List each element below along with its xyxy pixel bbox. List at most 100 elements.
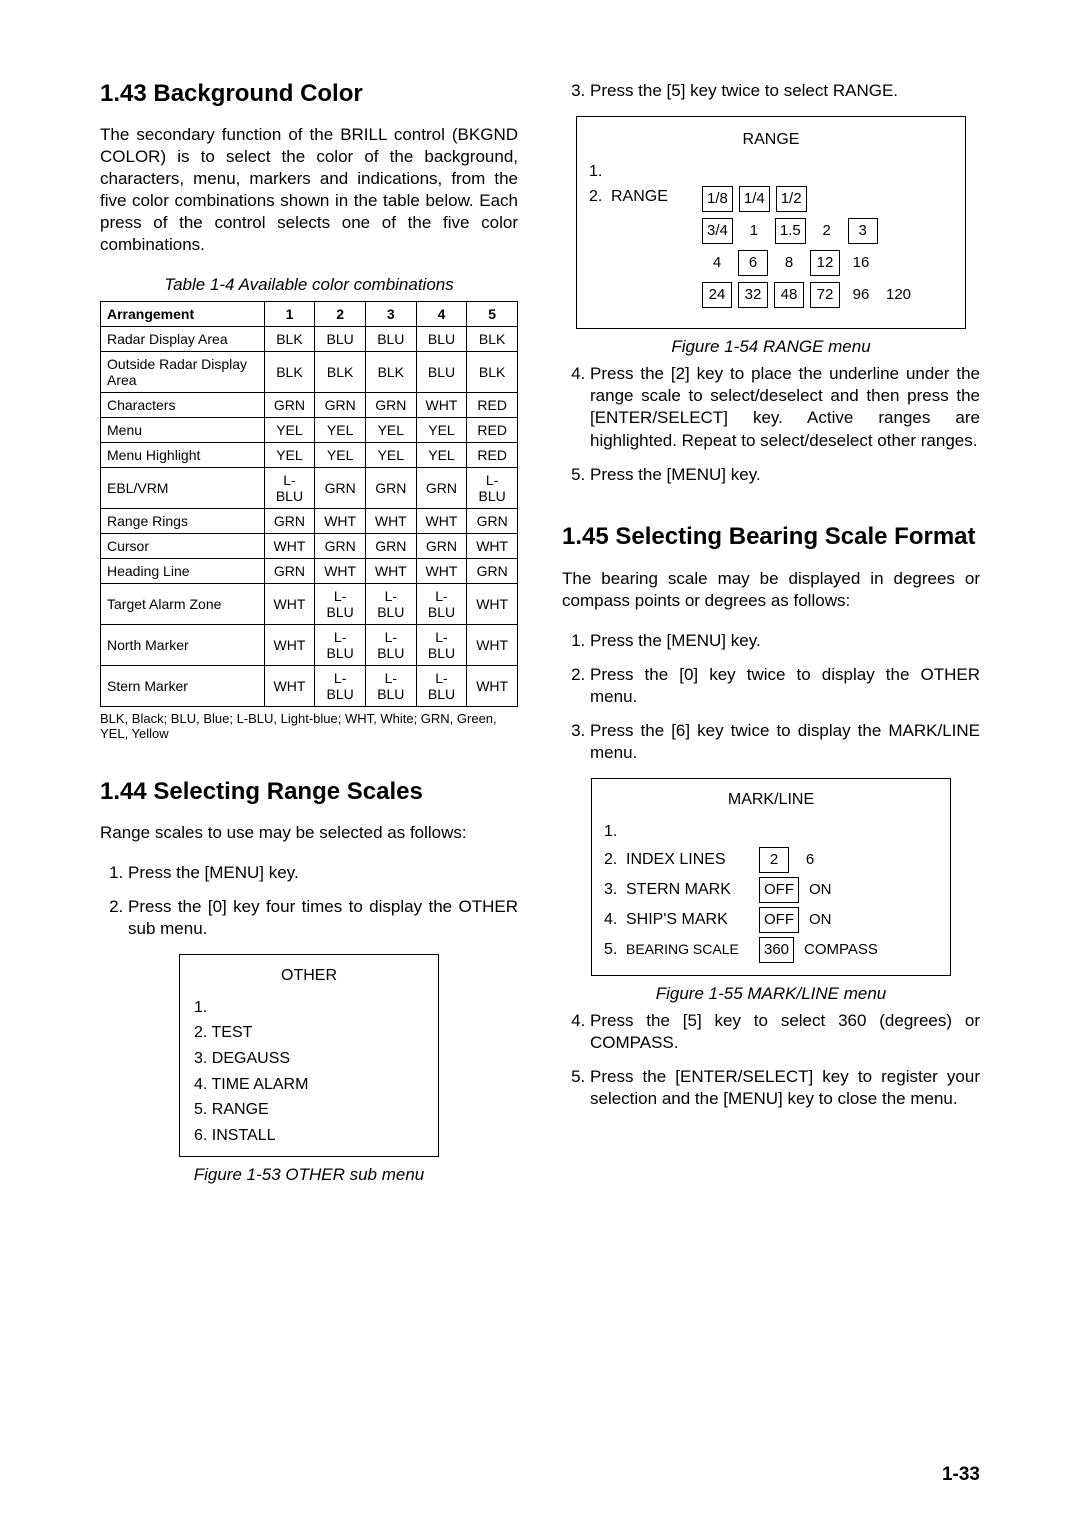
option: ON: [805, 878, 836, 902]
cell: WHT: [467, 624, 518, 665]
step: Press the [5] key to select 360 (degrees…: [590, 1010, 980, 1054]
step: Press the [MENU] key.: [590, 630, 980, 652]
range-option: 2: [812, 219, 842, 243]
range-option: 1/4: [739, 186, 770, 212]
row-label: Cursor: [101, 533, 265, 558]
step: Press the [MENU] key.: [590, 464, 980, 486]
table-header: 3: [365, 301, 416, 326]
range-line: 2432487296120: [699, 280, 918, 310]
table-row: Heading LineGRNWHTWHTWHTGRN: [101, 558, 518, 583]
cell: WHT: [365, 508, 416, 533]
table-header: 1: [264, 301, 315, 326]
table-row: Menu HighlightYELYELYELYELRED: [101, 442, 518, 467]
range-option: 1: [739, 219, 769, 243]
table-header: 4: [416, 301, 467, 326]
cell: GRN: [315, 533, 366, 558]
row-label: Heading Line: [101, 558, 265, 583]
cell: WHT: [416, 508, 467, 533]
cell: GRN: [264, 392, 315, 417]
cell: RED: [467, 392, 518, 417]
cell: L-BLU: [416, 665, 467, 706]
figure-1-53-caption: Figure 1-53 OTHER sub menu: [100, 1165, 518, 1185]
left-column: 1.43 Background Color The secondary func…: [100, 80, 518, 1468]
cell: BLU: [365, 326, 416, 351]
row-label: North Marker: [101, 624, 265, 665]
row-label: STERN MARK: [626, 877, 756, 903]
step: Press the [ENTER/SELECT] key to register…: [590, 1066, 980, 1110]
option: 2: [759, 847, 789, 873]
cell: BLK: [365, 351, 416, 392]
cell: L-BLU: [315, 665, 366, 706]
range-option: 3/4: [702, 218, 733, 244]
cell: BLK: [264, 326, 315, 351]
section-144-para: Range scales to use may be selected as f…: [100, 822, 518, 844]
markline-row: 2.INDEX LINES26: [604, 845, 938, 875]
cell: BLU: [315, 326, 366, 351]
cell: BLK: [264, 351, 315, 392]
range-menu-box: RANGE 1. 2. RANGE 1/81/41/23/411.5234681…: [576, 116, 966, 329]
step: Press the [6] key twice to display the M…: [590, 720, 980, 764]
cell: WHT: [315, 558, 366, 583]
option: COMPASS: [800, 938, 882, 962]
option: 360: [759, 937, 794, 963]
markline-row: 3.STERN MARKOFFON: [604, 875, 938, 905]
other-menu-title: OTHER: [194, 963, 424, 989]
cell: GRN: [264, 508, 315, 533]
step: Press the [MENU] key.: [128, 862, 518, 884]
row-num: 4.: [604, 907, 626, 933]
cell: YEL: [264, 417, 315, 442]
row-num: 1.: [604, 819, 626, 845]
section-145-steps-45: Press the [5] key to select 360 (degrees…: [562, 1010, 980, 1110]
cell: GRN: [467, 508, 518, 533]
range-menu-title: RANGE: [589, 127, 953, 153]
cell: WHT: [467, 665, 518, 706]
row-label: SHIP'S MARK: [626, 907, 756, 933]
row-num: 2.: [589, 184, 611, 210]
range-option: 16: [846, 251, 876, 275]
cell: WHT: [315, 508, 366, 533]
markline-row: 5.BEARING SCALE360COMPASS: [604, 935, 938, 965]
row-label: Menu Highlight: [101, 442, 265, 467]
cell: BLU: [416, 326, 467, 351]
range-option: 1/2: [776, 186, 807, 212]
table-row: North MarkerWHTL-BLUL-BLUL-BLUWHT: [101, 624, 518, 665]
table-row: CursorWHTGRNGRNGRNWHT: [101, 533, 518, 558]
range-option: 120: [882, 283, 915, 307]
row-label: Radar Display Area: [101, 326, 265, 351]
cell: L-BLU: [365, 583, 416, 624]
cell: L-BLU: [416, 624, 467, 665]
step: Press the [0] key twice to display the O…: [590, 664, 980, 708]
table-row: Target Alarm ZoneWHTL-BLUL-BLUL-BLUWHT: [101, 583, 518, 624]
row-label: Target Alarm Zone: [101, 583, 265, 624]
cell: WHT: [264, 665, 315, 706]
menu-item: 5. RANGE: [194, 1097, 424, 1123]
table-header: 2: [315, 301, 366, 326]
cell: YEL: [416, 417, 467, 442]
cell: GRN: [467, 558, 518, 583]
section-144-steps: Press the [MENU] key. Press the [0] key …: [100, 862, 518, 940]
cell: GRN: [416, 533, 467, 558]
table-row: EBL/VRML-BLUGRNGRNGRNL-BLU: [101, 467, 518, 508]
range-option: 1.5: [775, 218, 806, 244]
markline-menu-title: MARK/LINE: [604, 787, 938, 813]
cell: L-BLU: [416, 583, 467, 624]
table-row: CharactersGRNGRNGRNWHTRED: [101, 392, 518, 417]
cell: YEL: [416, 442, 467, 467]
cell: GRN: [365, 392, 416, 417]
range-option: 72: [810, 282, 840, 308]
range-row-1: 1.: [589, 159, 953, 185]
step: Press the [0] key four times to display …: [128, 896, 518, 940]
cell: L-BLU: [365, 665, 416, 706]
table-row: Stern MarkerWHTL-BLUL-BLUL-BLUWHT: [101, 665, 518, 706]
cell: YEL: [315, 442, 366, 467]
menu-item: 1.: [194, 995, 424, 1021]
row-label: Menu: [101, 417, 265, 442]
range-option: 96: [846, 283, 876, 307]
cell: RED: [467, 442, 518, 467]
cell: WHT: [264, 583, 315, 624]
figure-1-55-caption: Figure 1-55 MARK/LINE menu: [562, 984, 980, 1004]
markline-row: 4.SHIP'S MARKOFFON: [604, 905, 938, 935]
cell: YEL: [365, 442, 416, 467]
row-label: INDEX LINES: [626, 847, 756, 873]
range-option: 24: [702, 282, 732, 308]
